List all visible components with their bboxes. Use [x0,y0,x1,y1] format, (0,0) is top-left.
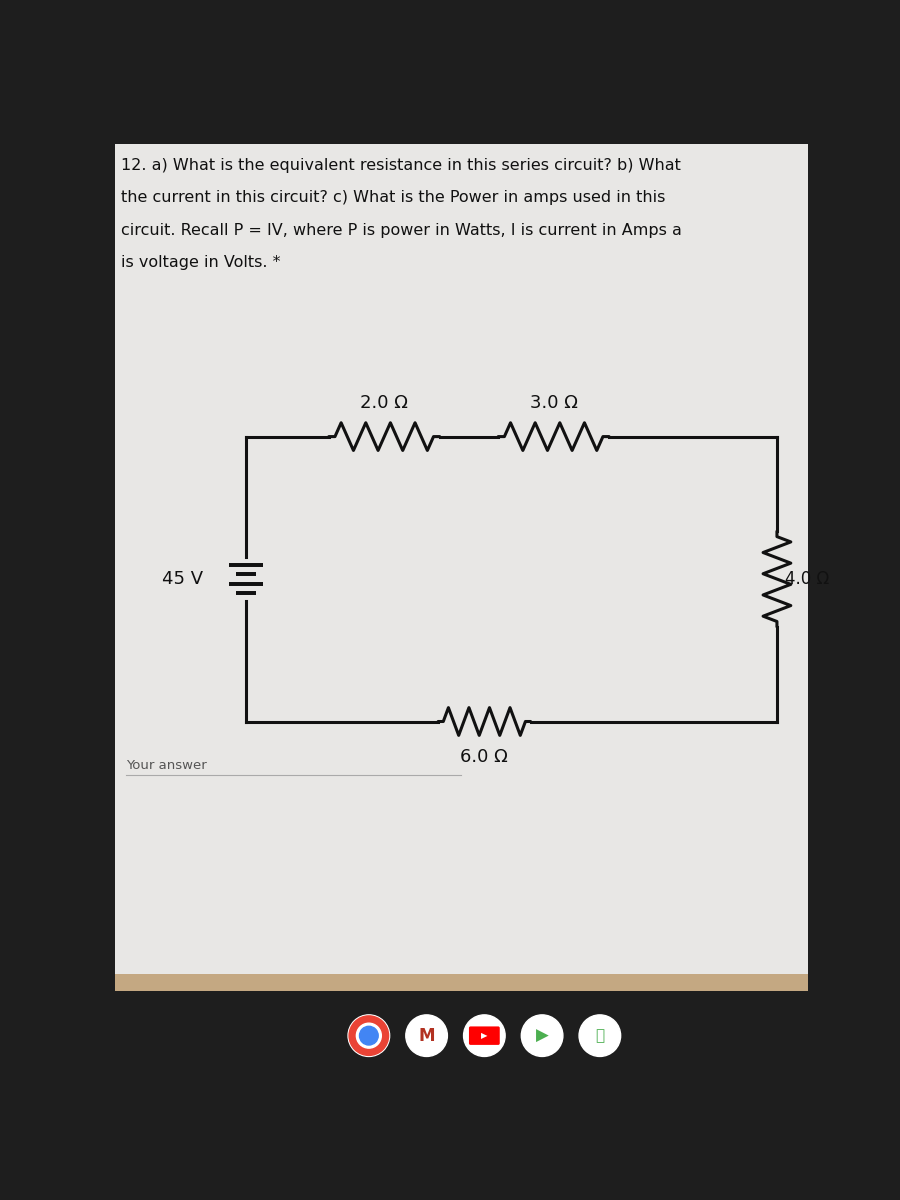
Text: 6.0 Ω: 6.0 Ω [461,749,508,767]
Circle shape [464,1015,505,1056]
Text: 4.0 Ω: 4.0 Ω [785,570,829,588]
Text: ▶: ▶ [482,1031,488,1040]
Text: 12. a) What is the equivalent resistance in this series circuit? b) What: 12. a) What is the equivalent resistance… [121,158,680,173]
FancyBboxPatch shape [115,144,808,979]
Circle shape [406,1015,447,1056]
FancyBboxPatch shape [115,974,808,991]
Circle shape [579,1015,621,1056]
Text: is voltage in Volts. *: is voltage in Volts. * [121,256,281,270]
Circle shape [521,1015,562,1056]
Text: Your answer: Your answer [126,758,207,772]
Circle shape [349,1016,389,1056]
Text: ▶: ▶ [536,1027,548,1045]
Text: the current in this circuit? c) What is the Power in amps used in this: the current in this circuit? c) What is … [121,191,665,205]
Text: 45 V: 45 V [162,570,203,588]
Circle shape [348,1015,390,1056]
Text: 2.0 Ω: 2.0 Ω [360,394,409,412]
Circle shape [359,1026,378,1045]
Text: circuit. Recall P = IV, where P is power in Watts, I is current in Amps a: circuit. Recall P = IV, where P is power… [121,223,682,238]
Text: M: M [418,1027,435,1045]
FancyBboxPatch shape [469,1026,500,1045]
Text: ⏻: ⏻ [595,1028,605,1043]
Circle shape [356,1024,382,1048]
FancyBboxPatch shape [115,991,808,1068]
Text: 3.0 Ω: 3.0 Ω [530,394,578,412]
